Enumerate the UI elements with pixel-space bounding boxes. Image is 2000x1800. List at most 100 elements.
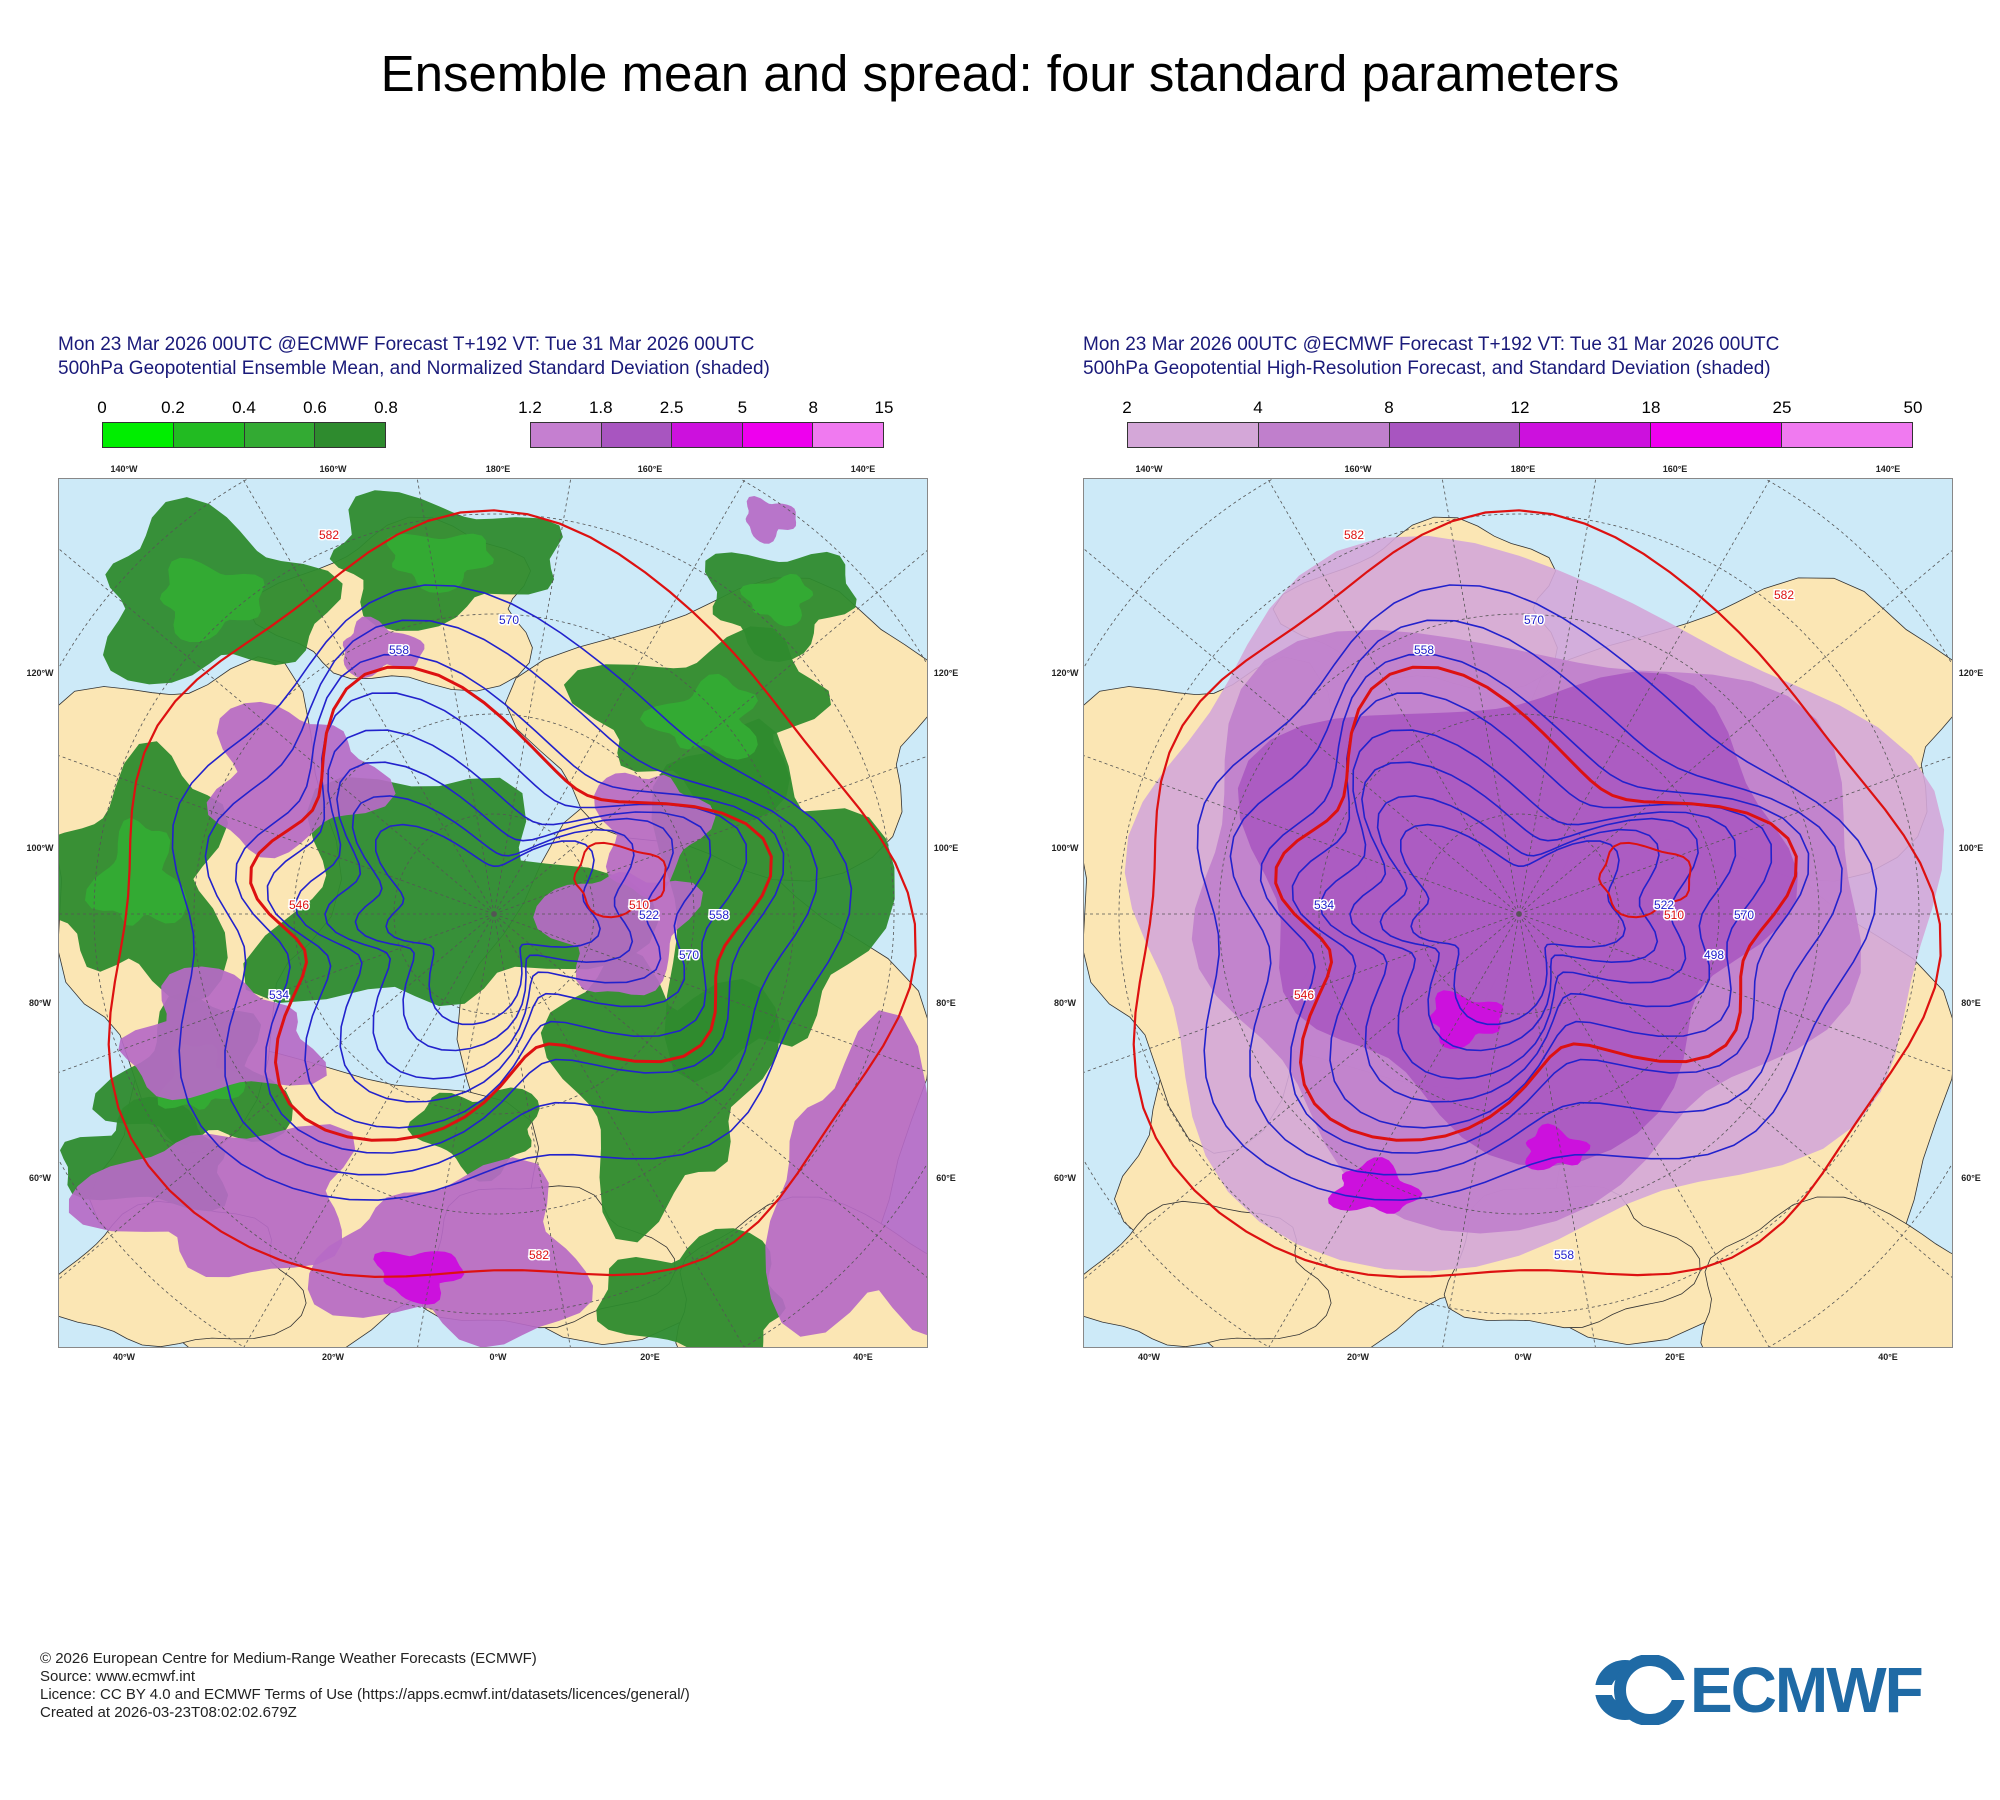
contour-label: 570 [499,613,519,627]
low-centre-contour [573,841,667,919]
meridian [1518,755,1952,915]
colorbar-tick: 2.5 [659,398,684,417]
colorbar-tick: 0.8 [374,398,398,417]
longitude-label: 140°W [110,464,138,474]
colorbar-tick: 4 [1253,398,1263,417]
reference-contour [107,509,917,1279]
meridian [1267,479,1520,915]
longitude-label: 60°W [1053,1173,1077,1183]
longitude-label: 20°E [640,1352,660,1362]
contour-label: 570 [679,948,699,962]
copyright-footer: © 2026 European Centre for Medium-Range … [40,1650,690,1722]
high-spread-area [118,966,327,1101]
colorbar-tick: 0 [97,398,107,417]
colorbar-swatch [742,423,814,447]
longitude-label: 40°E [853,1352,873,1362]
longitude-label: 80°E [1961,998,1981,1008]
longitude-label: 120°W [1051,668,1079,678]
colorbar-swatch [1128,423,1259,447]
geopotential-contour [1400,823,1626,1026]
longitude-label: 180°E [485,464,511,474]
meridian [1518,550,1952,915]
meridian [493,913,745,1347]
contour-label: 570 [1734,908,1754,922]
meridian [417,913,495,1347]
stddev-colorbar: 2 4 8 12 18 25 50 [1122,398,1922,458]
meridian [1518,913,1952,1278]
geopotential-contour [1349,761,1699,1080]
colorbar-swatch [1389,423,1521,447]
low-spread-core [386,533,494,593]
panel-title-line2: 500hPa Geopotential Ensemble Mean, and N… [58,358,770,379]
high-spread-area [206,701,396,859]
meridian [1084,913,1520,1073]
longitude-label: 100°E [933,843,959,853]
geopotential-contour [1376,795,1660,1052]
licence-line: Licence: CC BY 4.0 and ECMWF Terms of Us… [40,1686,690,1703]
longitude-label: 0°W [489,1352,507,1362]
colorbar-tick: 15 [874,398,894,417]
meridian [242,479,495,915]
high-spread-core [373,1251,465,1305]
colorbar-tick: 8 [808,398,818,417]
colorbar-swatch [173,423,245,447]
created-line: Created at 2026-03-23T08:02:02.679Z [40,1704,297,1721]
high-spread-area [745,496,797,544]
meridian [1084,548,1520,915]
reference-contour [1132,509,1942,1279]
geopotential-contour [1259,653,1810,1154]
meridian [493,550,927,915]
low-spread-area [407,1087,540,1182]
geopotential-contour [351,795,635,1052]
geopotential-contour [1196,584,1878,1201]
colorbar-tick: 1.8 [588,398,613,417]
longitude-label: 80°E [936,998,956,1008]
contour-label: 522 [1654,898,1674,912]
colorbar-tick: 8 [1384,398,1394,417]
meridian [493,913,927,1278]
geopotential-contour [266,692,748,1129]
meridian [493,479,746,915]
longitude-label: 20°E [1665,1352,1685,1362]
geopotential-contour [1229,619,1843,1176]
longitude-label: 120°E [1958,668,1984,678]
meridian [243,913,495,1347]
longitude-label: 0°W [1514,1352,1532,1362]
meridian [1442,913,1520,1347]
longitude-label: 160°W [319,464,347,474]
contour-label: 546 [289,898,309,912]
green-colorbar: 0 0.2 0.4 0.6 0.8 [97,398,398,458]
low-spread-area [540,946,781,1243]
longitude-label: 100°W [26,843,54,853]
longitude-label: 140°W [1135,464,1163,474]
colorbar-swatch [601,423,673,447]
meridian [493,913,571,1347]
high-spread-area [68,1124,356,1278]
longitude-label: 100°E [1958,843,1984,853]
longitude-label: 160°E [1662,464,1688,474]
latitude-circle [393,813,595,1015]
spread-core [1429,990,1504,1049]
contour-label: 534 [269,988,289,1002]
meridian [493,755,927,915]
colorbar-swatch [1782,423,1912,447]
contour-label: 558 [1554,1248,1574,1262]
geopotential-contour [1291,692,1773,1129]
high-spread-area [533,871,703,996]
geopotential-contour [1319,729,1737,1103]
low-spread-core [159,557,265,643]
colorbar-tick: 1.2 [518,398,542,417]
colorbar-swatch [103,423,174,447]
meridian [1518,913,1770,1347]
contour-label: 570 [1524,613,1544,627]
hres-forecast-panel: Mon 23 Mar 2026 00UTC @ECMWF Forecast T+… [1051,330,2000,1380]
meridian [59,548,495,915]
hres-forecast-map: 582 570 558 534 546 510 522 498 570 558 582 [1083,478,1953,1348]
colorbar-tick: 2 [1122,398,1132,417]
land-mass [1700,1196,1952,1347]
source-line: Source: www.ecmwf.int [40,1668,196,1685]
contour-label: 558 [1414,643,1434,657]
geopotential-contour [204,619,818,1176]
longitude-label: 80°W [1053,998,1077,1008]
colorbar-swatch [1651,423,1783,447]
